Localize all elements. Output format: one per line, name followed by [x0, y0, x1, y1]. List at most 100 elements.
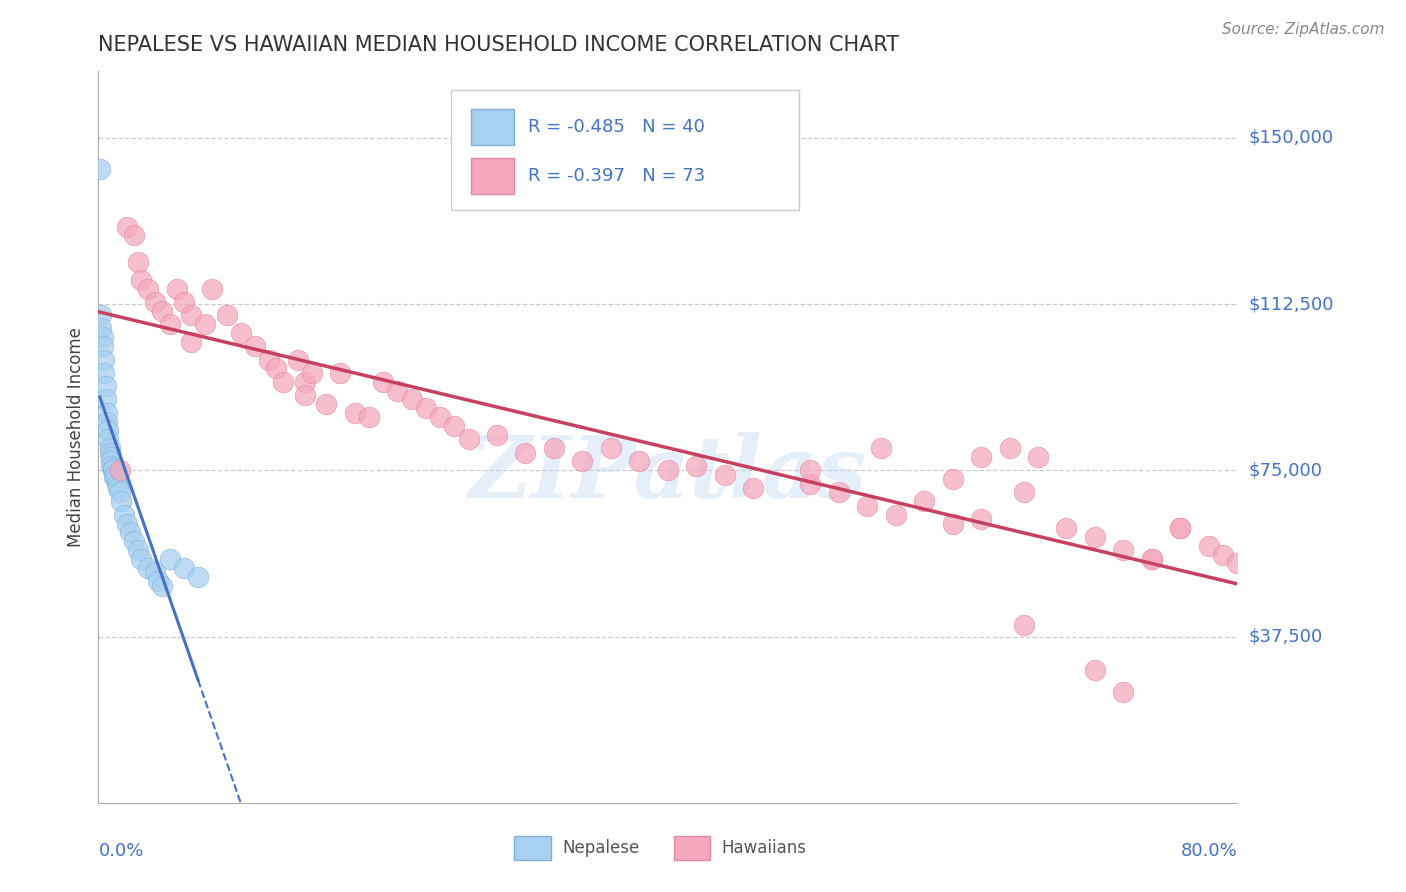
- Text: NEPALESE VS HAWAIIAN MEDIAN HOUSEHOLD INCOME CORRELATION CHART: NEPALESE VS HAWAIIAN MEDIAN HOUSEHOLD IN…: [98, 35, 900, 54]
- Point: [173, 294, 195, 309]
- Point: [1084, 530, 1107, 544]
- Point: [96, 415, 118, 429]
- FancyBboxPatch shape: [471, 159, 515, 194]
- Point: [127, 543, 149, 558]
- Point: [91, 339, 114, 353]
- Point: [1226, 557, 1249, 571]
- Text: R = -0.397   N = 73: R = -0.397 N = 73: [527, 167, 704, 185]
- Point: [1198, 539, 1220, 553]
- Point: [104, 472, 127, 486]
- Point: [1112, 685, 1135, 699]
- Point: [118, 525, 141, 540]
- Point: [1170, 521, 1192, 535]
- Point: [90, 321, 112, 335]
- Point: [457, 432, 479, 446]
- Point: [884, 508, 907, 522]
- Point: [101, 461, 124, 475]
- Text: $112,500: $112,500: [1249, 295, 1334, 313]
- Point: [429, 410, 451, 425]
- Point: [97, 424, 120, 438]
- Point: [329, 366, 352, 380]
- Point: [942, 472, 965, 486]
- Point: [685, 458, 707, 473]
- Point: [856, 499, 879, 513]
- Point: [122, 534, 145, 549]
- Point: [1084, 663, 1107, 677]
- Text: Nepalese: Nepalese: [562, 839, 640, 857]
- Point: [110, 494, 132, 508]
- Point: [180, 308, 202, 322]
- Point: [187, 570, 209, 584]
- Point: [90, 308, 112, 322]
- Point: [166, 282, 188, 296]
- Point: [714, 467, 737, 482]
- Point: [373, 375, 395, 389]
- Point: [122, 228, 145, 243]
- Point: [1140, 552, 1163, 566]
- Point: [100, 458, 122, 473]
- Point: [287, 352, 309, 367]
- Point: [194, 317, 217, 331]
- Point: [294, 375, 316, 389]
- Point: [343, 406, 366, 420]
- Point: [103, 467, 125, 482]
- Point: [112, 508, 135, 522]
- Point: [1026, 450, 1049, 464]
- Point: [159, 552, 181, 566]
- Text: $150,000: $150,000: [1249, 128, 1333, 147]
- Point: [998, 441, 1021, 455]
- Point: [93, 352, 115, 367]
- Point: [136, 282, 159, 296]
- Point: [243, 339, 266, 353]
- Point: [387, 384, 409, 398]
- Text: 80.0%: 80.0%: [1181, 842, 1237, 860]
- Text: Source: ZipAtlas.com: Source: ZipAtlas.com: [1222, 22, 1385, 37]
- Point: [94, 392, 117, 407]
- Point: [1140, 552, 1163, 566]
- Point: [136, 561, 159, 575]
- FancyBboxPatch shape: [673, 837, 710, 860]
- FancyBboxPatch shape: [451, 90, 799, 211]
- Point: [628, 454, 651, 468]
- Point: [94, 379, 117, 393]
- Point: [129, 273, 152, 287]
- Point: [1212, 548, 1234, 562]
- Point: [543, 441, 565, 455]
- Point: [799, 476, 821, 491]
- Text: ZIPatlas: ZIPatlas: [468, 432, 868, 516]
- Point: [201, 282, 224, 296]
- Point: [515, 445, 537, 459]
- Text: $37,500: $37,500: [1249, 628, 1323, 646]
- Point: [91, 330, 114, 344]
- Point: [357, 410, 380, 425]
- Point: [229, 326, 252, 340]
- Point: [870, 441, 893, 455]
- Point: [571, 454, 593, 468]
- Point: [129, 552, 152, 566]
- Point: [294, 388, 316, 402]
- FancyBboxPatch shape: [515, 837, 551, 860]
- Point: [152, 303, 174, 318]
- Point: [103, 470, 125, 484]
- Text: R = -0.485   N = 40: R = -0.485 N = 40: [527, 118, 704, 136]
- Point: [1012, 485, 1035, 500]
- Point: [97, 432, 120, 446]
- Point: [148, 574, 170, 589]
- Point: [152, 578, 174, 592]
- Point: [443, 419, 465, 434]
- Point: [266, 361, 288, 376]
- Point: [799, 463, 821, 477]
- Point: [159, 317, 181, 331]
- Point: [301, 366, 323, 380]
- Point: [970, 512, 993, 526]
- Point: [100, 450, 122, 464]
- Point: [105, 476, 128, 491]
- Point: [912, 494, 935, 508]
- Point: [173, 561, 195, 575]
- Point: [115, 219, 138, 234]
- Point: [315, 397, 337, 411]
- Point: [942, 516, 965, 531]
- Text: Hawaiians: Hawaiians: [721, 839, 807, 857]
- Point: [970, 450, 993, 464]
- Point: [100, 454, 122, 468]
